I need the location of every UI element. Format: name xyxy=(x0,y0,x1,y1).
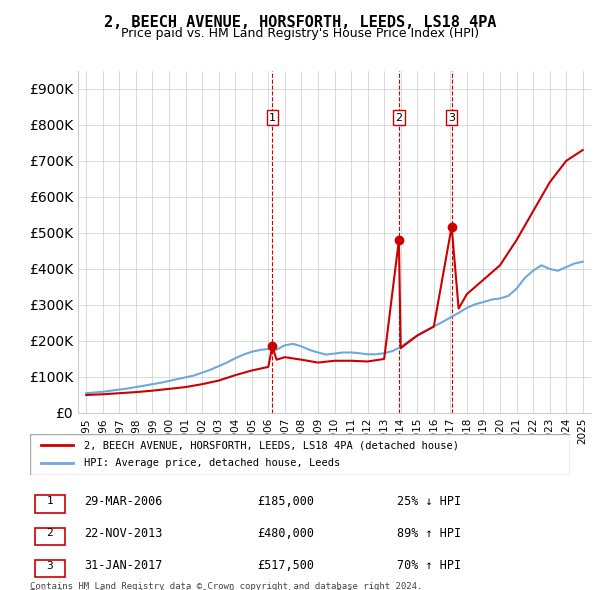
Text: 2, BEECH AVENUE, HORSFORTH, LEEDS, LS18 4PA: 2, BEECH AVENUE, HORSFORTH, LEEDS, LS18 … xyxy=(104,15,496,30)
FancyBboxPatch shape xyxy=(35,560,65,577)
Text: Price paid vs. HM Land Registry's House Price Index (HPI): Price paid vs. HM Land Registry's House … xyxy=(121,27,479,40)
Text: This data is licensed under the Open Government Licence v3.0.: This data is licensed under the Open Gov… xyxy=(30,589,358,590)
Text: Contains HM Land Registry data © Crown copyright and database right 2024.: Contains HM Land Registry data © Crown c… xyxy=(30,582,422,590)
FancyBboxPatch shape xyxy=(30,434,570,475)
Text: HPI: Average price, detached house, Leeds: HPI: Average price, detached house, Leed… xyxy=(84,458,340,468)
Text: 89% ↑ HPI: 89% ↑ HPI xyxy=(397,527,461,540)
Text: 2, BEECH AVENUE, HORSFORTH, LEEDS, LS18 4PA (detached house): 2, BEECH AVENUE, HORSFORTH, LEEDS, LS18 … xyxy=(84,440,459,450)
FancyBboxPatch shape xyxy=(35,496,65,513)
FancyBboxPatch shape xyxy=(35,527,65,545)
Text: 29-MAR-2006: 29-MAR-2006 xyxy=(84,495,163,508)
Text: 2: 2 xyxy=(395,113,403,123)
Text: £517,500: £517,500 xyxy=(257,559,314,572)
Text: 3: 3 xyxy=(47,560,53,571)
Text: 70% ↑ HPI: 70% ↑ HPI xyxy=(397,559,461,572)
Text: 1: 1 xyxy=(47,496,53,506)
Text: 3: 3 xyxy=(448,113,455,123)
Text: £185,000: £185,000 xyxy=(257,495,314,508)
Text: 25% ↓ HPI: 25% ↓ HPI xyxy=(397,495,461,508)
Text: £480,000: £480,000 xyxy=(257,527,314,540)
Text: 2: 2 xyxy=(47,529,53,539)
Text: 22-NOV-2013: 22-NOV-2013 xyxy=(84,527,163,540)
Text: 1: 1 xyxy=(269,113,276,123)
Text: 31-JAN-2017: 31-JAN-2017 xyxy=(84,559,163,572)
